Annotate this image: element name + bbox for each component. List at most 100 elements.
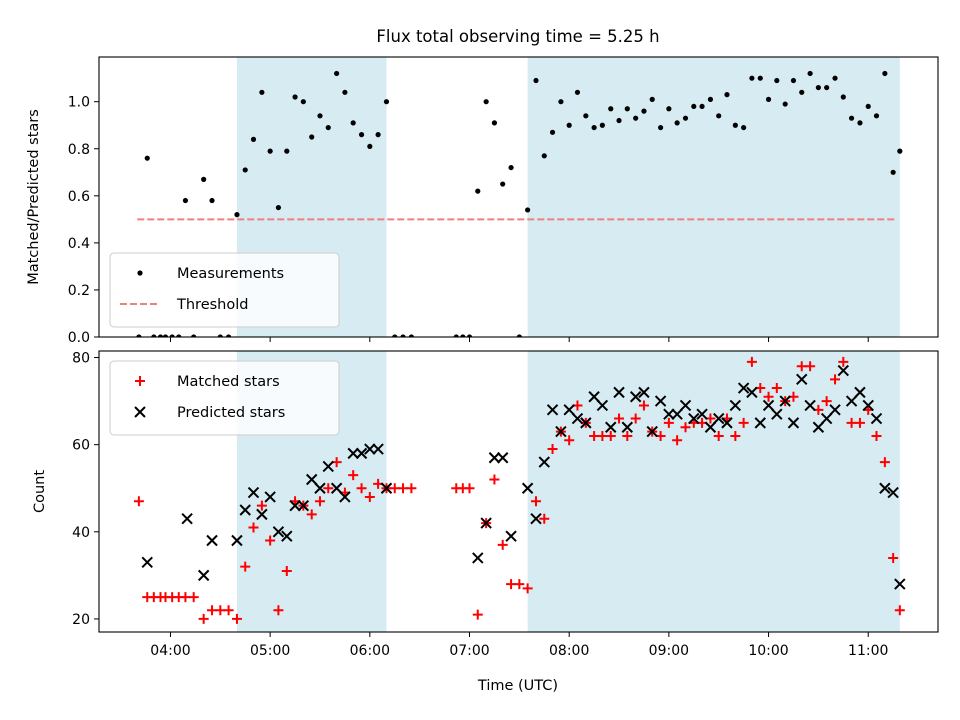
x-tick-label: 06:00	[350, 643, 390, 659]
data-point	[588, 391, 600, 403]
data-point	[367, 143, 373, 150]
data-point	[265, 535, 276, 546]
data-point	[322, 460, 334, 473]
data-point	[737, 382, 750, 394]
chart-title: Flux total observing time = 5.25 h	[376, 27, 659, 46]
data-point	[624, 106, 630, 112]
data-point	[699, 103, 705, 110]
data-point	[306, 473, 318, 486]
data-point	[862, 399, 874, 412]
x-tick-label: 05:00	[250, 643, 290, 659]
data-point	[325, 124, 331, 131]
data-point	[873, 113, 880, 119]
data-point	[879, 482, 891, 494]
data-point	[815, 84, 821, 91]
data-point	[491, 120, 498, 126]
data-point	[460, 334, 466, 337]
data-point	[629, 391, 642, 403]
y-axis-label: Count	[32, 470, 48, 513]
data-point	[538, 456, 550, 468]
data-point	[840, 94, 846, 100]
data-point	[871, 430, 882, 441]
data-point	[314, 496, 325, 507]
data-point	[466, 334, 473, 337]
data-point	[182, 197, 189, 204]
data-point	[273, 605, 284, 616]
data-point	[555, 425, 567, 438]
data-point	[530, 513, 542, 525]
data-point	[355, 447, 368, 460]
data-point	[356, 483, 367, 494]
data-point	[713, 430, 724, 441]
data-point	[616, 117, 622, 124]
data-point	[406, 483, 417, 494]
data-point	[738, 417, 749, 428]
data-point	[605, 430, 616, 441]
data-point	[169, 334, 175, 337]
y-tick-label: 60	[72, 438, 90, 454]
x-tick-label: 09:00	[649, 643, 689, 659]
data-point	[141, 556, 153, 569]
data-point	[605, 421, 617, 433]
data-point	[583, 113, 589, 119]
data-point	[804, 399, 816, 412]
data-point	[558, 99, 564, 105]
data-point	[741, 124, 747, 131]
data-point	[633, 115, 639, 121]
legend-label: Measurements	[177, 266, 284, 282]
data-point	[820, 412, 833, 425]
data-point	[796, 361, 807, 372]
data-point	[563, 404, 575, 416]
data-point	[622, 430, 633, 441]
data-point	[580, 417, 592, 429]
data-point	[649, 96, 655, 102]
data-point	[231, 534, 243, 547]
data-point	[596, 399, 609, 412]
data-point	[682, 115, 689, 121]
legend-marker	[137, 270, 143, 276]
data-point	[475, 188, 481, 194]
data-point	[234, 212, 240, 218]
data-point	[483, 99, 489, 105]
data-point	[372, 443, 384, 455]
y-axis-label: Matched/Predicted stars	[26, 109, 42, 285]
data-point	[732, 122, 738, 128]
data-point	[799, 89, 805, 95]
shaded-interval	[527, 57, 900, 337]
data-point	[865, 103, 871, 110]
data-point	[757, 75, 763, 81]
plot-area	[136, 57, 903, 337]
data-point	[897, 148, 903, 154]
data-point	[894, 605, 905, 616]
data-point	[782, 101, 788, 107]
data-point	[630, 413, 641, 424]
data-point	[383, 99, 390, 105]
data-point	[763, 391, 774, 402]
data-point	[480, 517, 492, 529]
data-point	[680, 422, 691, 433]
data-point	[546, 404, 559, 416]
data-point	[306, 509, 317, 520]
data-point	[541, 153, 547, 159]
data-point	[157, 334, 164, 337]
data-point	[144, 155, 150, 161]
y-tick-label: 40	[72, 525, 90, 541]
data-point	[256, 500, 267, 511]
data-point	[571, 412, 584, 425]
data-point	[654, 395, 667, 407]
data-point	[181, 513, 193, 525]
y-tick-label: 0.2	[68, 283, 90, 299]
data-point	[674, 120, 680, 126]
data-point	[771, 383, 782, 394]
data-point	[240, 561, 251, 572]
panel-matched-ratio: 0.0 0.2 0.4 0.6 0.8 1.0 Matched/Predicted star…	[26, 56, 939, 346]
data-point	[765, 96, 772, 102]
legend-box	[109, 360, 340, 436]
data-point	[500, 181, 506, 187]
data-point	[663, 408, 675, 420]
data-point	[398, 483, 409, 494]
data-point	[364, 443, 376, 455]
data-point	[663, 417, 674, 428]
data-point	[854, 386, 866, 399]
data-point	[787, 417, 800, 429]
